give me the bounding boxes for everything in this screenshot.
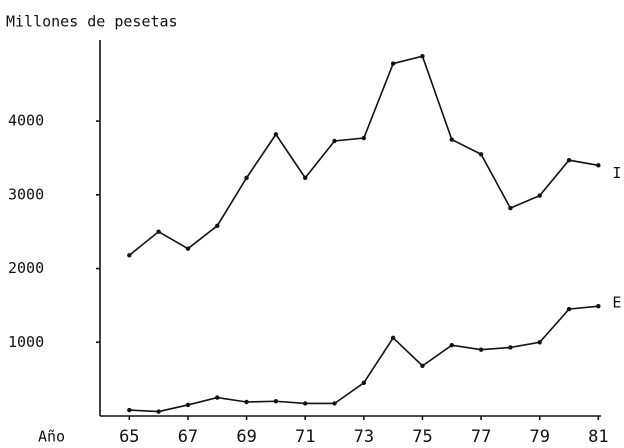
data-point bbox=[303, 175, 308, 181]
x-tick-label: 69 bbox=[236, 427, 256, 447]
data-point bbox=[361, 135, 367, 141]
data-point bbox=[537, 340, 542, 345]
y-tick-label: 2000 bbox=[8, 259, 44, 277]
data-point bbox=[390, 335, 396, 341]
data-point bbox=[478, 347, 484, 352]
data-point bbox=[566, 306, 572, 312]
data-point bbox=[127, 253, 132, 258]
data-point bbox=[478, 152, 484, 157]
data-point bbox=[273, 132, 279, 137]
data-point bbox=[420, 363, 425, 369]
data-point bbox=[156, 409, 161, 414]
y-tick-label: 3000 bbox=[8, 185, 44, 203]
data-point bbox=[449, 343, 454, 348]
data-point bbox=[390, 61, 396, 66]
series-label: I bbox=[612, 164, 621, 182]
x-tick-label: 71 bbox=[295, 427, 315, 447]
data-point bbox=[596, 163, 601, 168]
data-point bbox=[215, 395, 220, 400]
data-point bbox=[596, 303, 601, 309]
data-point bbox=[566, 157, 572, 163]
series-label: E bbox=[612, 294, 621, 312]
series-line bbox=[129, 305, 599, 413]
data-point bbox=[361, 380, 367, 386]
x-axis-label: Año bbox=[38, 428, 65, 446]
series-line bbox=[128, 55, 599, 256]
x-tick-label: 65 bbox=[119, 427, 139, 447]
data-point bbox=[420, 54, 425, 59]
data-point bbox=[127, 407, 132, 413]
data-point bbox=[244, 399, 249, 405]
data-point bbox=[273, 399, 279, 404]
data-point bbox=[332, 401, 337, 406]
data-point bbox=[156, 229, 161, 234]
y-tick-label: 4000 bbox=[8, 112, 44, 130]
chart-title: Millones de pesetas bbox=[6, 13, 178, 31]
x-tick-label: 79 bbox=[529, 427, 549, 447]
data-point bbox=[185, 246, 191, 251]
data-point bbox=[303, 401, 308, 406]
data-point bbox=[449, 137, 454, 142]
data-point bbox=[508, 205, 513, 211]
data-point bbox=[332, 138, 337, 144]
x-tick-label: 81 bbox=[588, 427, 608, 447]
data-point bbox=[508, 345, 513, 350]
x-tick-label: 77 bbox=[471, 427, 491, 447]
x-tick-label: 73 bbox=[354, 427, 374, 447]
x-tick-label: 75 bbox=[412, 427, 432, 447]
data-point bbox=[244, 175, 249, 181]
data-point bbox=[215, 223, 220, 228]
y-tick-label: 1000 bbox=[8, 333, 44, 351]
data-point bbox=[185, 402, 191, 408]
x-tick-label: 67 bbox=[178, 427, 198, 447]
data-point bbox=[537, 193, 542, 198]
